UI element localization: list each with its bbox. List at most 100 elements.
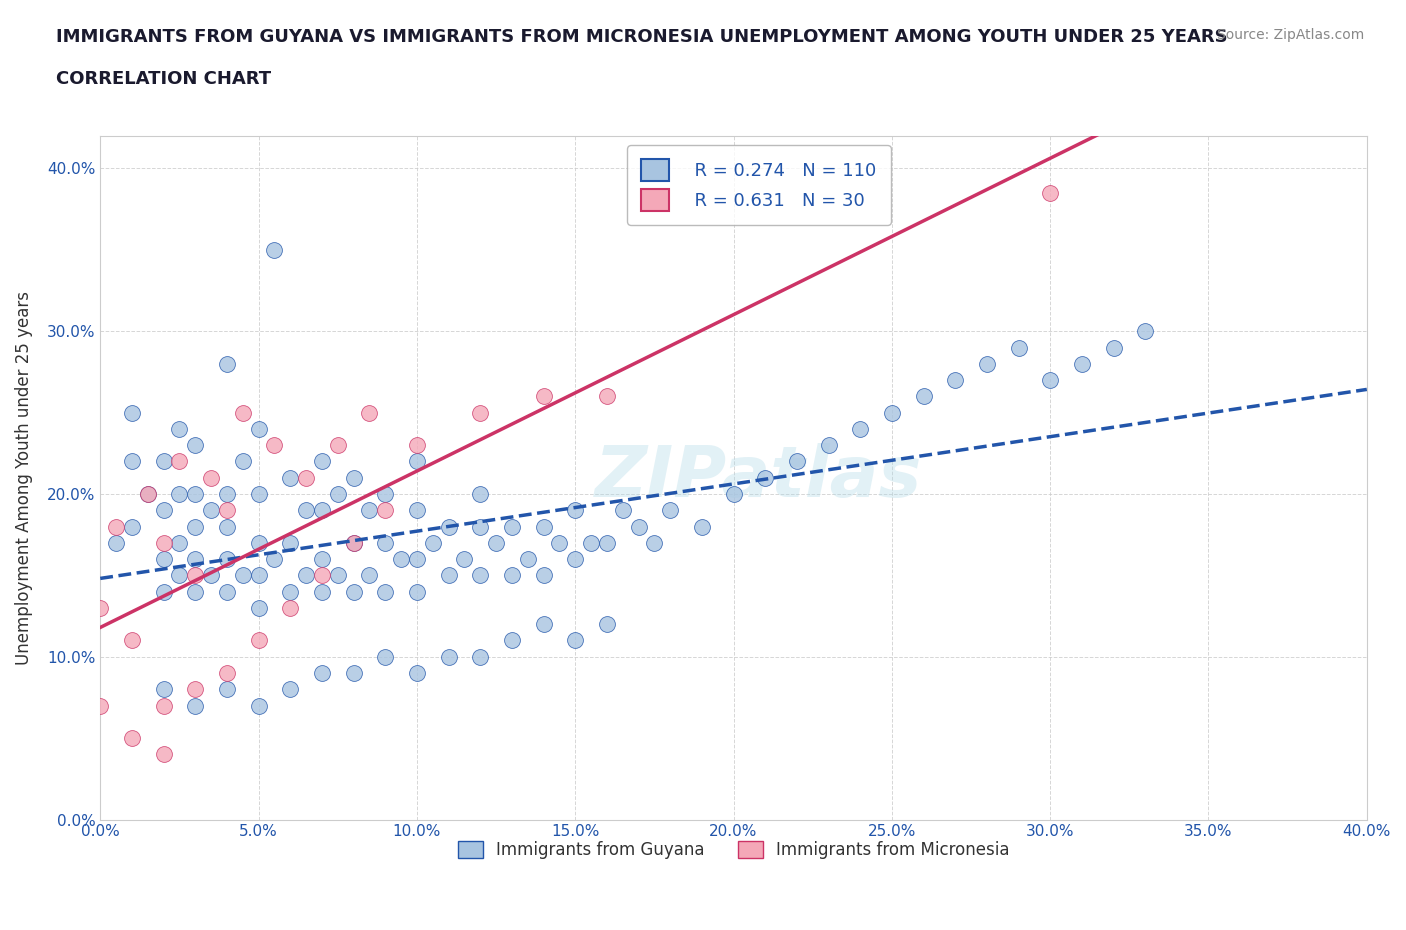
Point	[754, 471, 776, 485]
Point	[215, 503, 238, 518]
Point	[406, 454, 429, 469]
Point	[121, 731, 143, 746]
Point	[326, 438, 349, 453]
Point	[169, 536, 191, 551]
Text: CORRELATION CHART: CORRELATION CHART	[56, 70, 271, 87]
Point	[215, 356, 238, 371]
Point	[1039, 185, 1062, 200]
Point	[169, 454, 191, 469]
Point	[215, 486, 238, 501]
Point	[1133, 324, 1156, 339]
Point	[295, 568, 318, 583]
Point	[786, 454, 808, 469]
Point	[121, 519, 143, 534]
Point	[263, 438, 285, 453]
Point	[184, 438, 207, 453]
Point	[437, 568, 460, 583]
Point	[169, 568, 191, 583]
Point	[643, 536, 665, 551]
Point	[374, 503, 396, 518]
Point	[152, 503, 174, 518]
Point	[136, 486, 159, 501]
Point	[389, 551, 412, 566]
Point	[533, 568, 555, 583]
Point	[215, 584, 238, 599]
Point	[105, 536, 128, 551]
Point	[533, 389, 555, 404]
Point	[215, 551, 238, 566]
Point	[326, 568, 349, 583]
Point	[1102, 340, 1125, 355]
Point	[232, 405, 254, 420]
Text: ZIPatlas: ZIPatlas	[595, 444, 922, 512]
Point	[976, 356, 998, 371]
Point	[359, 405, 381, 420]
Point	[342, 536, 364, 551]
Point	[485, 536, 508, 551]
Point	[912, 389, 935, 404]
Point	[311, 503, 333, 518]
Point	[406, 551, 429, 566]
Point	[121, 405, 143, 420]
Point	[232, 568, 254, 583]
Point	[184, 519, 207, 534]
Text: Source: ZipAtlas.com: Source: ZipAtlas.com	[1216, 28, 1364, 42]
Point	[374, 486, 396, 501]
Point	[359, 503, 381, 518]
Point	[596, 617, 619, 631]
Point	[723, 486, 745, 501]
Point	[406, 438, 429, 453]
Point	[105, 519, 128, 534]
Point	[659, 503, 682, 518]
Point	[247, 421, 270, 436]
Point	[215, 682, 238, 697]
Point	[579, 536, 602, 551]
Point	[184, 551, 207, 566]
Point	[342, 666, 364, 681]
Point	[121, 454, 143, 469]
Point	[152, 584, 174, 599]
Point	[152, 454, 174, 469]
Point	[342, 471, 364, 485]
Point	[152, 536, 174, 551]
Point	[326, 486, 349, 501]
Point	[184, 584, 207, 599]
Point	[470, 519, 492, 534]
Point	[1007, 340, 1029, 355]
Point	[501, 519, 523, 534]
Point	[311, 454, 333, 469]
Legend: Immigrants from Guyana, Immigrants from Micronesia: Immigrants from Guyana, Immigrants from …	[451, 834, 1017, 866]
Point	[200, 503, 222, 518]
Point	[817, 438, 839, 453]
Point	[501, 568, 523, 583]
Point	[169, 421, 191, 436]
Point	[311, 568, 333, 583]
Point	[627, 519, 650, 534]
Point	[184, 486, 207, 501]
Point	[121, 633, 143, 648]
Point	[943, 373, 966, 388]
Point	[278, 601, 301, 616]
Point	[880, 405, 903, 420]
Point	[422, 536, 444, 551]
Point	[184, 698, 207, 713]
Point	[342, 536, 364, 551]
Point	[169, 486, 191, 501]
Point	[501, 633, 523, 648]
Point	[612, 503, 634, 518]
Point	[596, 389, 619, 404]
Point	[533, 617, 555, 631]
Point	[516, 551, 538, 566]
Point	[247, 633, 270, 648]
Point	[1070, 356, 1092, 371]
Point	[533, 519, 555, 534]
Point	[374, 649, 396, 664]
Point	[152, 551, 174, 566]
Point	[470, 405, 492, 420]
Point	[690, 519, 713, 534]
Point	[470, 568, 492, 583]
Point	[374, 584, 396, 599]
Point	[263, 551, 285, 566]
Point	[89, 698, 111, 713]
Point	[311, 551, 333, 566]
